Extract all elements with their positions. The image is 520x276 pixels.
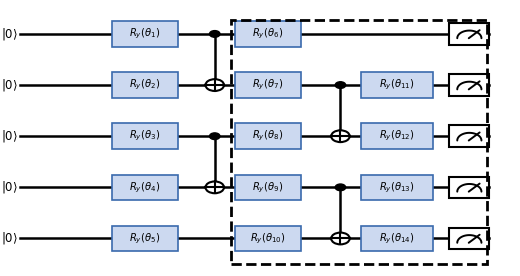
Circle shape bbox=[210, 133, 220, 140]
Text: $R_y(\theta_{14})$: $R_y(\theta_{14})$ bbox=[379, 231, 414, 246]
Text: $R_y(\theta_2)$: $R_y(\theta_2)$ bbox=[129, 78, 160, 92]
Bar bbox=[231, 20, 487, 264]
Text: $|0\rangle$: $|0\rangle$ bbox=[1, 230, 18, 246]
Bar bbox=[449, 177, 489, 198]
Bar bbox=[235, 226, 301, 251]
Bar bbox=[235, 174, 301, 200]
Bar bbox=[235, 72, 301, 98]
Text: $R_y(\theta_1)$: $R_y(\theta_1)$ bbox=[129, 27, 160, 41]
Bar bbox=[360, 174, 433, 200]
Text: $R_y(\theta_6)$: $R_y(\theta_6)$ bbox=[252, 27, 283, 41]
Text: $R_y(\theta_{12})$: $R_y(\theta_{12})$ bbox=[379, 129, 414, 144]
Bar bbox=[360, 72, 433, 98]
Text: $R_y(\theta_7)$: $R_y(\theta_7)$ bbox=[252, 78, 283, 92]
Bar bbox=[112, 174, 178, 200]
Bar bbox=[449, 228, 489, 249]
Text: $R_y(\theta_{13})$: $R_y(\theta_{13})$ bbox=[379, 180, 414, 195]
Circle shape bbox=[331, 130, 349, 142]
Text: $R_y(\theta_3)$: $R_y(\theta_3)$ bbox=[129, 129, 160, 144]
Bar bbox=[112, 21, 178, 47]
Circle shape bbox=[205, 181, 224, 193]
Bar bbox=[449, 23, 489, 45]
Text: $R_y(\theta_5)$: $R_y(\theta_5)$ bbox=[129, 231, 160, 246]
Bar bbox=[449, 126, 489, 147]
Circle shape bbox=[335, 184, 346, 191]
Bar bbox=[360, 123, 433, 149]
Text: $R_y(\theta_9)$: $R_y(\theta_9)$ bbox=[252, 180, 283, 195]
Text: $|0\rangle$: $|0\rangle$ bbox=[1, 26, 18, 42]
Text: $R_y(\theta_4)$: $R_y(\theta_4)$ bbox=[129, 180, 160, 195]
Circle shape bbox=[331, 233, 349, 244]
Text: $R_y(\theta_8)$: $R_y(\theta_8)$ bbox=[252, 129, 283, 144]
Circle shape bbox=[210, 31, 220, 37]
Bar bbox=[449, 74, 489, 96]
Bar bbox=[112, 123, 178, 149]
Text: $R_y(\theta_{11})$: $R_y(\theta_{11})$ bbox=[379, 78, 414, 92]
Text: $|0\rangle$: $|0\rangle$ bbox=[1, 128, 18, 144]
Bar bbox=[360, 226, 433, 251]
Bar bbox=[235, 123, 301, 149]
Bar bbox=[112, 72, 178, 98]
Circle shape bbox=[205, 79, 224, 91]
Text: $R_y(\theta_{10})$: $R_y(\theta_{10})$ bbox=[250, 231, 286, 246]
Text: $|0\rangle$: $|0\rangle$ bbox=[1, 77, 18, 93]
Circle shape bbox=[335, 82, 346, 88]
Bar bbox=[112, 226, 178, 251]
Text: $|0\rangle$: $|0\rangle$ bbox=[1, 179, 18, 195]
Bar bbox=[235, 21, 301, 47]
